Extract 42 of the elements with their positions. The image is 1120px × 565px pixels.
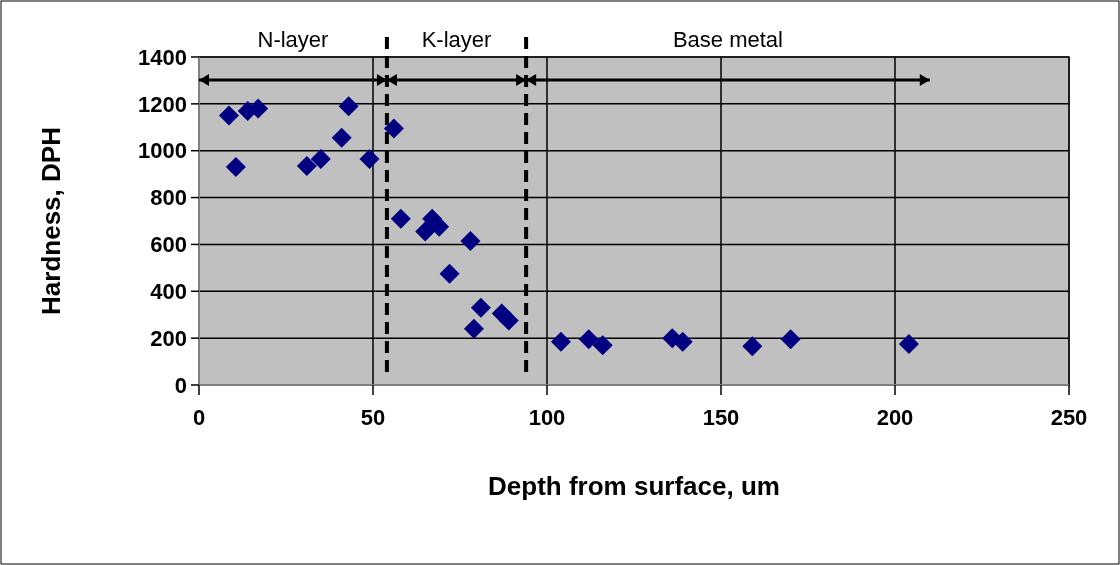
point	[218, 105, 239, 126]
y-tick-label: 1400	[138, 44, 187, 70]
y-tick-label: 800	[150, 185, 187, 211]
y-tick-label: 600	[150, 232, 187, 258]
x-tick-label: 200	[876, 405, 914, 430]
point	[390, 208, 411, 229]
x-axis-title: Depth from surface, um	[488, 471, 780, 501]
point	[592, 335, 613, 356]
point	[359, 148, 380, 169]
point	[296, 155, 317, 176]
text: K-layer	[421, 27, 492, 52]
point	[742, 336, 763, 357]
y-tick-label: 0	[174, 372, 187, 398]
y-tick-label: 1000	[138, 138, 187, 164]
point	[415, 221, 436, 242]
point	[460, 230, 481, 251]
point	[383, 118, 404, 139]
x-tick-label: 250	[1050, 405, 1088, 430]
point	[898, 334, 919, 354]
point	[310, 148, 331, 169]
point	[439, 263, 460, 284]
point	[578, 329, 599, 350]
y-tick-label: 1200	[138, 91, 187, 117]
point	[429, 216, 450, 237]
point	[470, 297, 491, 318]
text: Base metal	[672, 27, 783, 52]
point	[338, 96, 359, 117]
point	[463, 318, 484, 339]
point	[331, 127, 352, 148]
point	[672, 331, 693, 352]
point	[225, 157, 246, 178]
y-tick-label: 400	[150, 278, 187, 304]
text: N-layer	[257, 27, 329, 52]
x-tick-label: 150	[702, 405, 740, 430]
x-tick-label: 100	[528, 405, 566, 430]
y-tick-label: 200	[150, 325, 187, 351]
point	[780, 329, 801, 350]
point	[550, 331, 571, 352]
y-axis-title: Hardness, DPH	[36, 127, 66, 315]
point	[498, 310, 519, 331]
x-tick-label: 0	[192, 405, 206, 430]
x-tick-label: 50	[360, 405, 386, 430]
